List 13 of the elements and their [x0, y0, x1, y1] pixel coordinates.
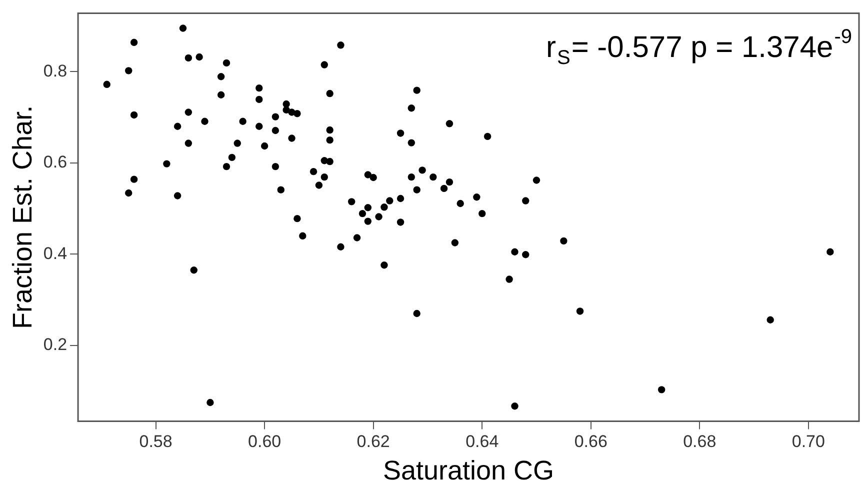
x-tick-label: 0.70: [792, 432, 825, 452]
x-tick-label: 0.58: [139, 432, 172, 452]
x-axis-title: Saturation CG: [382, 455, 554, 486]
y-tick-label: 0.2: [43, 335, 68, 354]
x-tick-label: 0.62: [356, 432, 390, 452]
y-axis-title: Fraction Est. Char.: [8, 105, 38, 329]
x-tick-label: 0.60: [248, 432, 282, 452]
y-tick-label: 0.4: [43, 244, 68, 263]
y-tick-label: 0.8: [43, 61, 68, 80]
x-tick-label: 0.66: [574, 432, 608, 452]
x-tick-label: 0.64: [466, 432, 499, 452]
x-tick-label: 0.68: [683, 432, 716, 452]
y-tick-label: 0.6: [43, 152, 68, 172]
